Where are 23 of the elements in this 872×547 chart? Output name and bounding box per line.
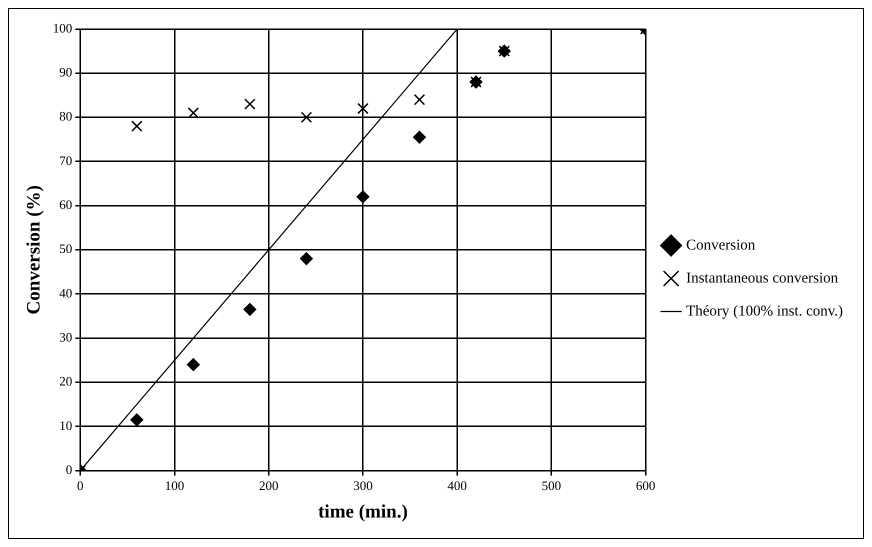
legend-label: Conversion [686,237,756,254]
x-tick-label: 500 [542,478,562,493]
y-tick-label: 80 [59,108,72,124]
y-tick-label: 50 [59,241,72,256]
legend-label: Théory (100% inst. conv.) [686,303,844,320]
legend-label: Instantaneous conversion [686,270,839,286]
x-axis-title: time (min.) [318,502,408,523]
x-tick-label: 100 [164,478,184,493]
y-tick-label: 0 [66,462,72,478]
x-tick-label: 0 [77,478,84,493]
y-tick-label: 40 [59,285,72,300]
y-tick-label: 90 [59,64,72,80]
x-tick-label: 300 [353,478,373,493]
x-tick-label: 600 [636,478,656,493]
y-tick-label: 60 [59,197,72,212]
x-tick-label: 400 [447,478,467,493]
x-tick-label: 200 [258,478,278,493]
y-tick-label: 10 [59,418,72,433]
y-tick-label: 20 [59,374,72,389]
y-tick-label: 100 [52,20,72,36]
y-axis-title: Conversion (%) [23,185,44,314]
y-tick-label: 30 [59,330,72,345]
y-tick-label: 70 [59,152,72,168]
